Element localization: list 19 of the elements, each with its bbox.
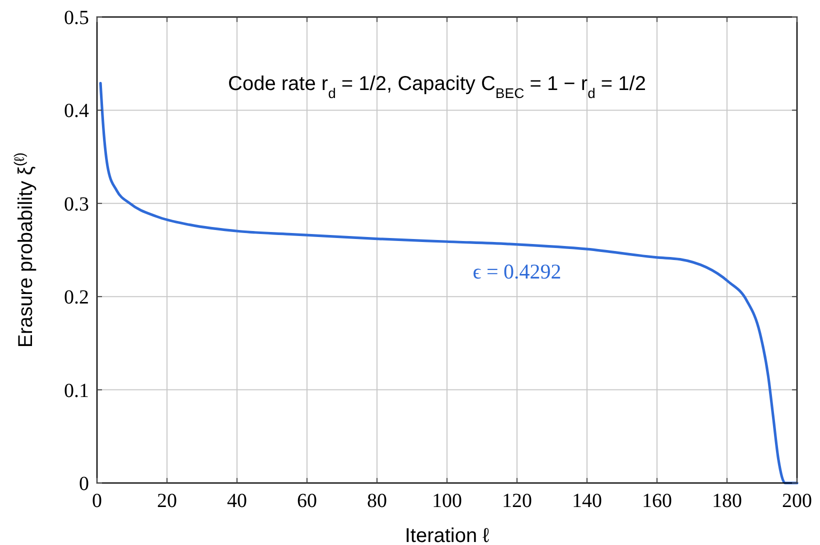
x-tick-label: 20 xyxy=(157,490,177,512)
x-tick-label: 120 xyxy=(502,490,532,512)
x-axis-title: Iteration ℓ xyxy=(404,525,490,545)
series-label: ϵ = 0.4292 xyxy=(472,259,562,284)
y-tick-label: 0.3 xyxy=(64,193,89,216)
y-tick-label: 0.1 xyxy=(64,380,89,402)
annotation: Code rate r$_{d}$ = 1/2, Capacity C$_{BEC}$ = 1 − r$_{d}$ = 1/2 xyxy=(228,73,646,101)
x-tick-label: 60 xyxy=(297,490,317,512)
x-tick-label: 160 xyxy=(642,490,672,512)
x-tick-label: 100 xyxy=(432,490,462,512)
x-tick-label: 80 xyxy=(367,490,387,512)
x-tick-label: 140 xyxy=(572,490,602,512)
y-tick-label: 0.4 xyxy=(64,100,89,122)
x-tick-label: 200 xyxy=(782,490,812,512)
x-tick-label: 40 xyxy=(227,490,247,512)
y-tick-label: 0.5 xyxy=(64,7,89,29)
y-tick-label: 0 xyxy=(79,473,89,495)
y-tick-label: 0.2 xyxy=(64,286,89,309)
x-tick-label: 180 xyxy=(712,490,742,512)
